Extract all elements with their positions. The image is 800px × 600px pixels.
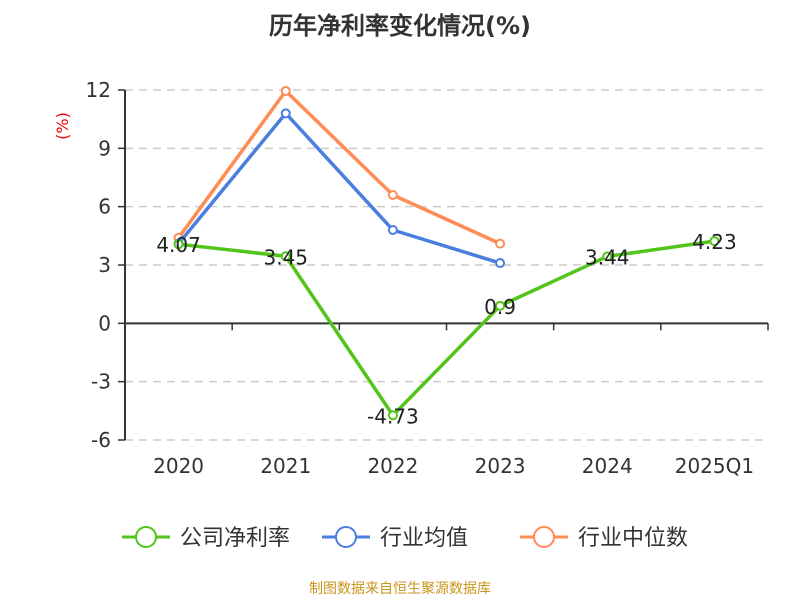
y-tick-label: 0 (98, 311, 111, 335)
chart-title: 历年净利率变化情况(%) (269, 12, 531, 40)
legend-marker (135, 526, 157, 548)
y-tick-label: 6 (98, 195, 111, 219)
x-tick-label: 2023 (475, 454, 526, 478)
data-point (387, 190, 398, 200)
data-label: 0.9 (484, 295, 516, 319)
series-line (177, 89, 501, 246)
x-tick-label: 2020 (153, 454, 204, 478)
y-axis-label: (%) (53, 112, 72, 140)
data-point (387, 410, 398, 421)
data-label: 4.23 (692, 230, 737, 254)
legend-label: 行业均值 (380, 526, 468, 551)
data-label: 3.45 (263, 245, 308, 269)
legend-label: 公司净利率 (180, 526, 290, 551)
x-tick-label: 2024 (582, 454, 633, 478)
data-point (280, 108, 291, 119)
data-point (709, 236, 720, 247)
y-tick-label: 12 (86, 78, 111, 102)
data-point (602, 251, 613, 262)
data-point (495, 300, 506, 311)
y-tick-label: -6 (91, 428, 111, 452)
data-label: 3.44 (585, 245, 630, 269)
series-line (177, 111, 501, 265)
data-point (495, 258, 506, 269)
data-point (173, 239, 184, 250)
source-note: 制图数据来自恒生聚源数据库 (309, 581, 491, 597)
x-tick-label: 2021 (260, 454, 311, 478)
series-line (178, 239, 715, 418)
x-tick-label: 2025Q1 (675, 454, 754, 478)
y-tick-label: 3 (98, 253, 111, 277)
data-point (495, 238, 506, 249)
legend-label: 行业中位数 (578, 526, 688, 551)
y-tick-label: 9 (98, 136, 111, 160)
legend-marker (533, 526, 555, 548)
data-point (387, 225, 398, 235)
y-tick-label: -3 (91, 370, 111, 394)
data-point (280, 251, 291, 262)
data-point (280, 85, 291, 96)
data-label: -4.73 (367, 404, 419, 428)
data-label: 4.07 (156, 233, 201, 257)
x-tick-label: 2022 (367, 454, 418, 478)
legend-marker (335, 526, 357, 548)
